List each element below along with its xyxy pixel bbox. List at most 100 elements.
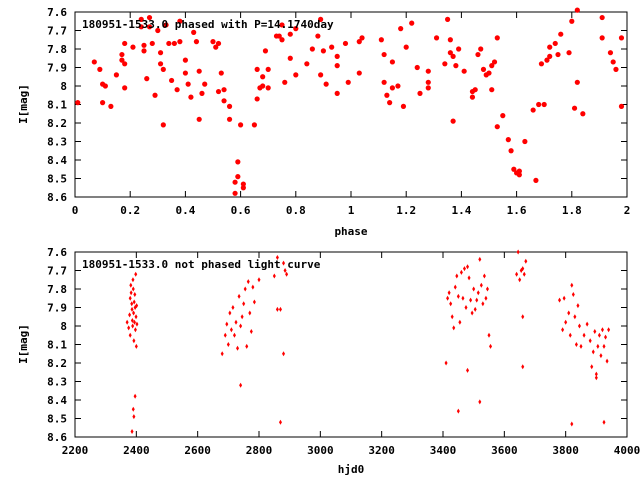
phased-y-tick-label: 7.6 xyxy=(47,6,67,19)
unphased-data-point xyxy=(132,319,136,325)
unphased-plot-frame xyxy=(74,251,628,438)
phased-data-point xyxy=(177,39,183,45)
unphased-x-axis-label: hjd0 xyxy=(338,463,365,476)
phased-data-point xyxy=(320,48,326,54)
unphased-data-point xyxy=(484,295,488,301)
unphased-data-point xyxy=(248,310,252,316)
phased-data-point xyxy=(381,51,387,58)
phased-data-point xyxy=(356,70,362,76)
phased-x-tick-label: 1.8 xyxy=(562,204,582,217)
phased-data-point xyxy=(456,46,462,52)
phased-data-point xyxy=(599,14,605,21)
unphased-data-point xyxy=(129,282,133,288)
phased-data-point xyxy=(489,63,495,69)
phased-y-tick-label: 8 xyxy=(60,80,67,93)
phased-data-point xyxy=(309,46,315,52)
phased-x-tick-label: 0.2 xyxy=(120,204,140,217)
phased-data-point xyxy=(494,35,500,41)
phased-data-point xyxy=(574,79,580,85)
unphased-data-point xyxy=(604,334,608,340)
unphased-data-point xyxy=(562,295,566,301)
phased-data-point xyxy=(494,124,500,130)
phased-data-point xyxy=(232,179,238,185)
phased-y-axis-label: I[mag] xyxy=(17,84,30,124)
phased-data-point xyxy=(389,59,395,65)
unphased-x-tick-label: 3800 xyxy=(552,444,579,457)
phased-data-point xyxy=(505,137,511,143)
unphased-data-point xyxy=(600,327,604,333)
phased-data-point xyxy=(384,92,390,98)
phased-data-point xyxy=(345,79,351,85)
unphased-data-point xyxy=(234,319,238,325)
unphased-data-point xyxy=(275,306,279,312)
phased-data-point xyxy=(215,40,222,47)
phased-y-tick-label: 8.5 xyxy=(47,173,67,186)
unphased-x-tick-label: 2400 xyxy=(123,444,150,457)
unphased-y-tick-label: 7.7 xyxy=(47,265,67,278)
unphased-data-point xyxy=(275,255,279,261)
phased-data-point xyxy=(141,42,147,48)
phased-y-tick-label: 8.4 xyxy=(47,154,67,167)
phased-data-point xyxy=(414,64,420,71)
phased-data-point xyxy=(182,57,188,63)
phased-data-point xyxy=(398,26,404,32)
unphased-y-tick-label: 8.1 xyxy=(47,339,67,352)
unphased-y-tick-labels: 7.6 7.7 7.8 7.9 8 8.1 8.2 8.3 8.4 8.5 8.6 xyxy=(47,246,67,444)
unphased-data-point xyxy=(607,327,611,333)
unphased-data-point xyxy=(475,297,479,303)
phased-data-point xyxy=(395,83,401,89)
phased-data-point xyxy=(403,44,409,50)
phased-data-point xyxy=(146,24,153,30)
unphased-x-tick-label: 2800 xyxy=(246,444,273,457)
unphased-data-point xyxy=(246,279,250,285)
phased-data-point xyxy=(359,35,365,41)
phased-y-tick-label: 8.6 xyxy=(47,191,67,204)
unphased-data-point xyxy=(558,297,562,303)
unphased-data-point xyxy=(478,256,482,262)
unphased-data-point xyxy=(133,393,137,399)
unphased-data-point xyxy=(133,292,137,298)
phased-data-point xyxy=(489,87,495,93)
phased-data-point xyxy=(447,37,453,43)
phased-data-point xyxy=(538,61,545,67)
unphased-x-tick-label: 3000 xyxy=(307,444,334,457)
unphased-data-point xyxy=(478,399,482,405)
phased-data-point xyxy=(516,172,522,178)
phased-data-point xyxy=(607,50,614,56)
phased-data-point xyxy=(425,68,431,74)
unphased-data-point xyxy=(455,273,459,279)
phased-data-point xyxy=(157,50,164,56)
phased-data-point xyxy=(260,74,266,80)
unphased-data-point xyxy=(579,343,583,349)
unphased-data-point xyxy=(133,327,137,333)
phased-x-tick-label: 1 xyxy=(348,204,355,217)
unphased-data-point xyxy=(473,306,477,312)
unphased-data-point xyxy=(225,321,229,327)
phased-data-point xyxy=(119,51,125,58)
phased-data-point xyxy=(433,35,440,41)
phased-data-point xyxy=(461,68,467,74)
phased-data-point xyxy=(318,72,324,78)
unphased-data-point xyxy=(231,305,235,310)
unphased-data-point xyxy=(456,293,460,299)
unphased-data-point xyxy=(228,310,232,316)
phased-data-point xyxy=(552,40,558,47)
phased-y-tick-label: 8.3 xyxy=(47,136,67,149)
phased-data-point xyxy=(254,96,260,102)
unphased-data-point xyxy=(252,299,256,305)
phased-data-point xyxy=(478,46,484,52)
unphased-y-tick-label: 7.9 xyxy=(47,302,67,315)
unphased-data-point xyxy=(245,343,249,349)
phased-data-point xyxy=(188,94,194,100)
phased-data-point xyxy=(146,14,153,21)
unphased-data-point xyxy=(590,364,594,370)
unphased-y-tick-label: 8.2 xyxy=(47,357,67,370)
phased-data-point xyxy=(450,53,456,60)
unphased-x-tick-label: 2200 xyxy=(62,444,89,457)
phased-data-point xyxy=(522,138,528,145)
unphased-data-point xyxy=(456,408,460,414)
phased-data-point xyxy=(221,98,227,104)
phased-data-point xyxy=(171,40,177,47)
unphased-data-point xyxy=(605,358,609,364)
unphased-data-point xyxy=(591,349,595,355)
